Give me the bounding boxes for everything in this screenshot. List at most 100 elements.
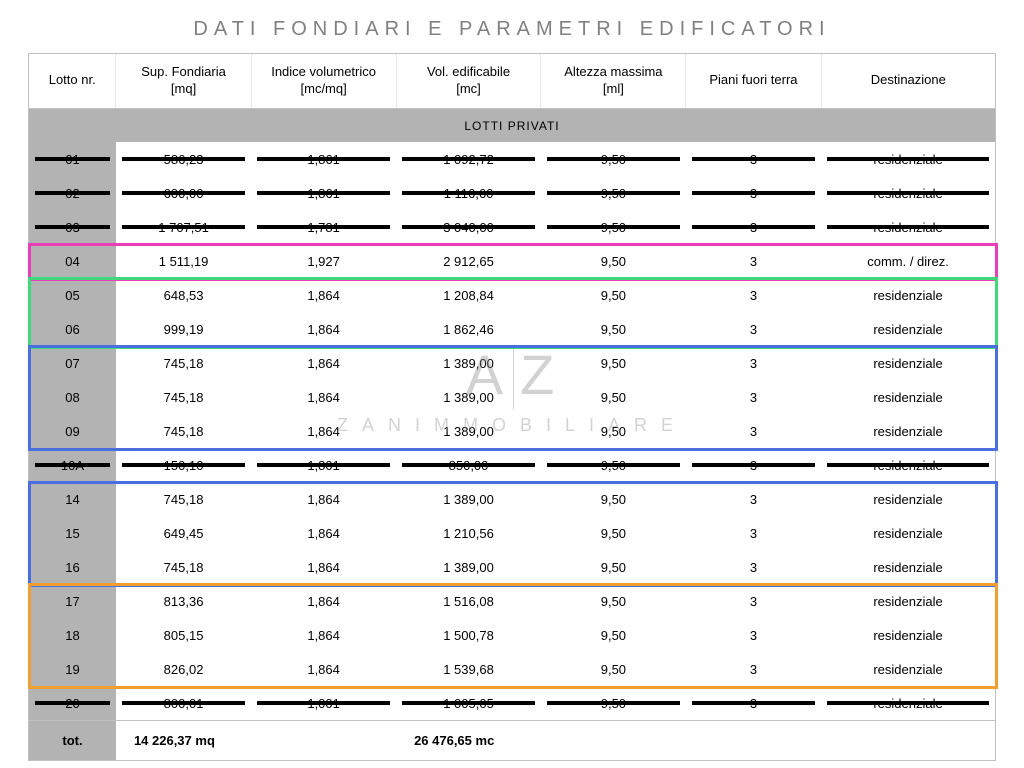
cell-sup: 1 707,51 xyxy=(116,210,251,244)
table-row: 031 707,511,7813 040,009,503residenziale xyxy=(29,210,995,244)
table-row: 05648,531,8641 208,849,503residenziale xyxy=(29,278,995,312)
cell-alt: 9,50 xyxy=(541,142,686,176)
cell-alt: 9,50 xyxy=(541,618,686,652)
cell-sup: 745,18 xyxy=(116,414,251,448)
cell-alt: 9,50 xyxy=(541,312,686,346)
cell-lotto: 18 xyxy=(29,618,116,652)
cell-lotto: 19 xyxy=(29,652,116,686)
cell-vol: 850,00 xyxy=(396,448,541,482)
cell-alt: 9,50 xyxy=(541,482,686,516)
cell-piani: 3 xyxy=(686,584,821,618)
cell-dest: residenziale xyxy=(821,550,995,584)
cell-dest: residenziale xyxy=(821,278,995,312)
cell-sup: 813,36 xyxy=(116,584,251,618)
table-row: 16745,181,8641 389,009,503residenziale xyxy=(29,550,995,584)
cell-sup: 745,18 xyxy=(116,346,251,380)
cell-lotto: 06 xyxy=(29,312,116,346)
cell-piani: 3 xyxy=(686,550,821,584)
table-row: 09745,181,8641 389,009,503residenziale xyxy=(29,414,995,448)
table-row: 08745,181,8641 389,009,503residenziale xyxy=(29,380,995,414)
cell-sup: 800,01 xyxy=(116,686,251,720)
cell-dest: residenziale xyxy=(821,516,995,550)
cell-sup: 648,53 xyxy=(116,278,251,312)
total-cell: tot. xyxy=(29,720,116,760)
cell-ind: 1,864 xyxy=(251,652,396,686)
cell-lotto: 01 xyxy=(29,142,116,176)
cell-vol: 1 516,08 xyxy=(396,584,541,618)
cell-piani: 3 xyxy=(686,516,821,550)
table-row: 17813,361,8641 516,089,503residenziale xyxy=(29,584,995,618)
cell-ind: 1,781 xyxy=(251,210,396,244)
cell-piani: 3 xyxy=(686,380,821,414)
cell-dest: residenziale xyxy=(821,210,995,244)
cell-ind: 1,864 xyxy=(251,482,396,516)
cell-sup: 600,00 xyxy=(116,176,251,210)
cell-piani: 3 xyxy=(686,448,821,482)
cell-vol: 1 539,68 xyxy=(396,652,541,686)
cell-ind: 1,864 xyxy=(251,312,396,346)
cell-ind: 1,864 xyxy=(251,516,396,550)
cell-alt: 9,50 xyxy=(541,210,686,244)
table-row: 07745,181,8641 389,009,503residenziale xyxy=(29,346,995,380)
cell-vol: 1 500,78 xyxy=(396,618,541,652)
total-cell xyxy=(821,720,995,760)
table-row: 10A150,101,801850,009,503residenziale xyxy=(29,448,995,482)
cell-lotto: 14 xyxy=(29,482,116,516)
data-table: Lotto nr.Sup. Fondiaria[mq]Indice volume… xyxy=(29,54,995,760)
table-header-row: Lotto nr.Sup. Fondiaria[mq]Indice volume… xyxy=(29,54,995,108)
cell-ind: 1,927 xyxy=(251,244,396,278)
cell-piani: 3 xyxy=(686,346,821,380)
cell-alt: 9,50 xyxy=(541,380,686,414)
cell-piani: 3 xyxy=(686,686,821,720)
cell-sup: 649,45 xyxy=(116,516,251,550)
cell-vol: 1 389,00 xyxy=(396,346,541,380)
table-row: 14745,181,8641 389,009,503residenziale xyxy=(29,482,995,516)
cell-vol: 1 389,00 xyxy=(396,482,541,516)
cell-sup: 999,19 xyxy=(116,312,251,346)
cell-lotto: 07 xyxy=(29,346,116,380)
cell-sup: 150,10 xyxy=(116,448,251,482)
page-title: DATI FONDIARI E PARAMETRI EDIFICATORI xyxy=(0,0,1024,53)
cell-piani: 3 xyxy=(686,210,821,244)
cell-alt: 9,50 xyxy=(541,686,686,720)
cell-alt: 9,50 xyxy=(541,414,686,448)
cell-sup: 745,18 xyxy=(116,380,251,414)
cell-ind: 1,864 xyxy=(251,550,396,584)
cell-dest: residenziale xyxy=(821,448,995,482)
col-header: Vol. edificabile[mc] xyxy=(396,54,541,108)
col-header: Indice volumetrico[mc/mq] xyxy=(251,54,396,108)
table-row: 19826,021,8641 539,689,503residenziale xyxy=(29,652,995,686)
cell-piani: 3 xyxy=(686,278,821,312)
cell-alt: 9,50 xyxy=(541,176,686,210)
cell-sup: 1 511,19 xyxy=(116,244,251,278)
col-header: Piani fuori terra xyxy=(686,54,821,108)
cell-sup: 586,23 xyxy=(116,142,251,176)
cell-piani: 3 xyxy=(686,244,821,278)
cell-vol: 2 912,65 xyxy=(396,244,541,278)
table-row: 01586,231,8611 092,729,503residenziale xyxy=(29,142,995,176)
cell-ind: 1,801 xyxy=(251,448,396,482)
table-row: 041 511,191,9272 912,659,503comm. / dire… xyxy=(29,244,995,278)
cell-dest: residenziale xyxy=(821,312,995,346)
section-label: LOTTI PRIVATI xyxy=(29,108,995,142)
cell-sup: 745,18 xyxy=(116,482,251,516)
total-cell xyxy=(541,720,686,760)
cell-dest: residenziale xyxy=(821,142,995,176)
cell-vol: 1 210,56 xyxy=(396,516,541,550)
cell-alt: 9,50 xyxy=(541,278,686,312)
cell-dest: residenziale xyxy=(821,584,995,618)
table-row: 02600,001,8611 116,609,503residenziale xyxy=(29,176,995,210)
cell-dest: comm. / direz. xyxy=(821,244,995,278)
cell-piani: 3 xyxy=(686,414,821,448)
cell-ind: 1,861 xyxy=(251,142,396,176)
cell-dest: residenziale xyxy=(821,482,995,516)
cell-lotto: 08 xyxy=(29,380,116,414)
col-header: Lotto nr. xyxy=(29,54,116,108)
cell-piani: 3 xyxy=(686,176,821,210)
cell-piani: 3 xyxy=(686,142,821,176)
cell-sup: 745,18 xyxy=(116,550,251,584)
cell-vol: 3 040,00 xyxy=(396,210,541,244)
cell-ind: 1,864 xyxy=(251,346,396,380)
cell-ind: 1,864 xyxy=(251,380,396,414)
cell-alt: 9,50 xyxy=(541,346,686,380)
